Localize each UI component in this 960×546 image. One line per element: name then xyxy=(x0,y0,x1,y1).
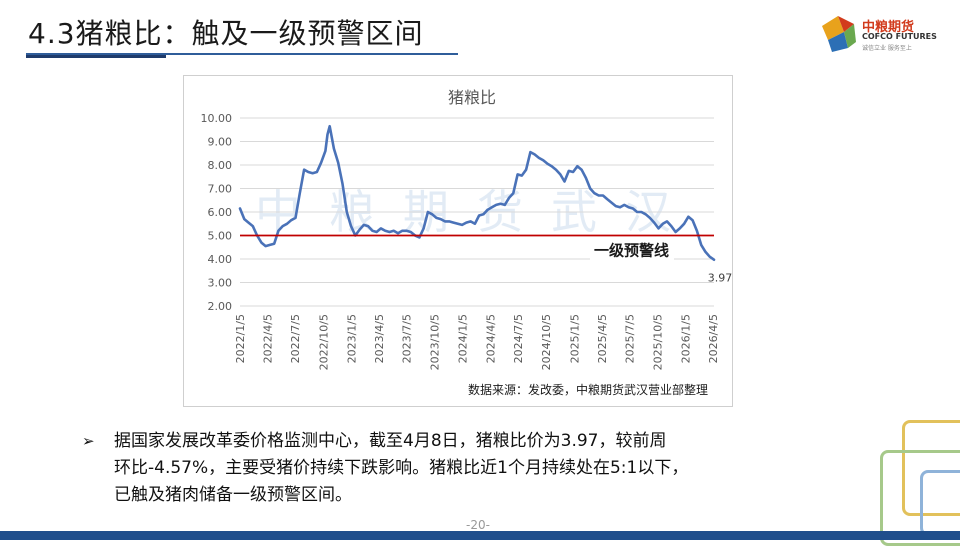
x-tick-label: 2025/4/5 xyxy=(596,314,609,363)
commentary-line-3: 已触及猪肉储备一级预警区间。 xyxy=(114,485,352,505)
y-tick-label: 8.00 xyxy=(208,159,233,172)
commentary-line-1: 据国家发展改革委价格监测中心，截至4月8日，猪粮比价为3.97，较前周 xyxy=(114,431,667,451)
x-tick-label: 2023/7/5 xyxy=(401,314,414,363)
data-label: 3.97 xyxy=(708,272,732,285)
cofco-logo-icon xyxy=(822,16,856,52)
chart-frame: 中粮期货武汉 猪粮比 2.00 3.00 4.00 5.00 6.00 7.00 8.00 9.0… xyxy=(183,75,733,407)
x-tick-label: 2022/4/5 xyxy=(261,314,274,363)
x-tick-label: 2023/10/5 xyxy=(429,314,442,370)
bullet-arrow-icon: ➢ xyxy=(82,432,95,450)
y-tick-label: 4.00 xyxy=(208,253,233,266)
logo-tagline: 诚信立业 服务至上 xyxy=(862,45,912,52)
x-tick-label: 2023/4/5 xyxy=(373,314,386,363)
logo-name-cn: 中粮期货 xyxy=(862,20,915,35)
y-tick-label: 3.00 xyxy=(208,277,233,290)
decor-frame-3 xyxy=(920,470,960,536)
y-tick-label: 9.00 xyxy=(208,136,233,149)
x-tick-label: 2023/1/5 xyxy=(345,314,358,363)
warning-line-label: 一级预警线 xyxy=(594,242,669,260)
x-tick-label: 2024/1/5 xyxy=(457,314,470,363)
logo-name-en: COFCO FUTURES xyxy=(862,32,937,41)
commentary-text: 据国家发展改革委价格监测中心，截至4月8日，猪粮比价为3.97，较前周 环比-4… xyxy=(114,428,834,509)
y-tick-label: 6.00 xyxy=(208,206,233,219)
chart-title: 猪粮比 xyxy=(448,88,496,107)
page-number: -20- xyxy=(466,518,490,532)
chart-source-note: 数据来源：发改委，中粮期货武汉营业部整理 xyxy=(468,382,708,397)
x-tick-label: 2022/1/5 xyxy=(234,314,247,363)
x-tick-label: 2026/4/5 xyxy=(707,314,720,363)
footer-bar xyxy=(0,531,960,540)
x-tick-label: 2025/1/5 xyxy=(568,314,581,363)
decor-frame-1 xyxy=(902,420,960,516)
title-underline-accent xyxy=(26,55,166,58)
y-tick-label: 5.00 xyxy=(208,230,233,243)
x-tick-label: 2022/10/5 xyxy=(317,314,330,370)
x-tick-label: 2025/10/5 xyxy=(652,314,665,370)
x-tick-label: 2024/10/5 xyxy=(540,314,553,370)
commentary-line-2: 环比-4.57%，主要受猪价持续下跌影响。猪粮比近1个月持续处在5:1以下， xyxy=(114,458,689,478)
title-underline xyxy=(26,53,458,55)
warning-line-label-bg xyxy=(590,239,674,260)
line-chart: 中粮期货武汉猪粮比2.003.004.005.006.007.008.009.0… xyxy=(201,88,733,397)
y-tick-label: 2.00 xyxy=(208,300,233,313)
y-tick-label: 7.00 xyxy=(208,183,233,196)
page-title: 4.3猪粮比：触及一级预警区间 xyxy=(28,17,424,50)
x-tick-label: 2026/1/5 xyxy=(680,314,693,363)
x-tick-label: 2024/4/5 xyxy=(484,314,497,363)
x-tick-label: 2025/7/5 xyxy=(624,314,637,363)
x-tick-label: 2024/7/5 xyxy=(512,314,525,363)
x-tick-label: 2022/7/5 xyxy=(289,314,302,363)
series-line xyxy=(238,124,716,261)
y-tick-label: 10.00 xyxy=(201,112,233,125)
